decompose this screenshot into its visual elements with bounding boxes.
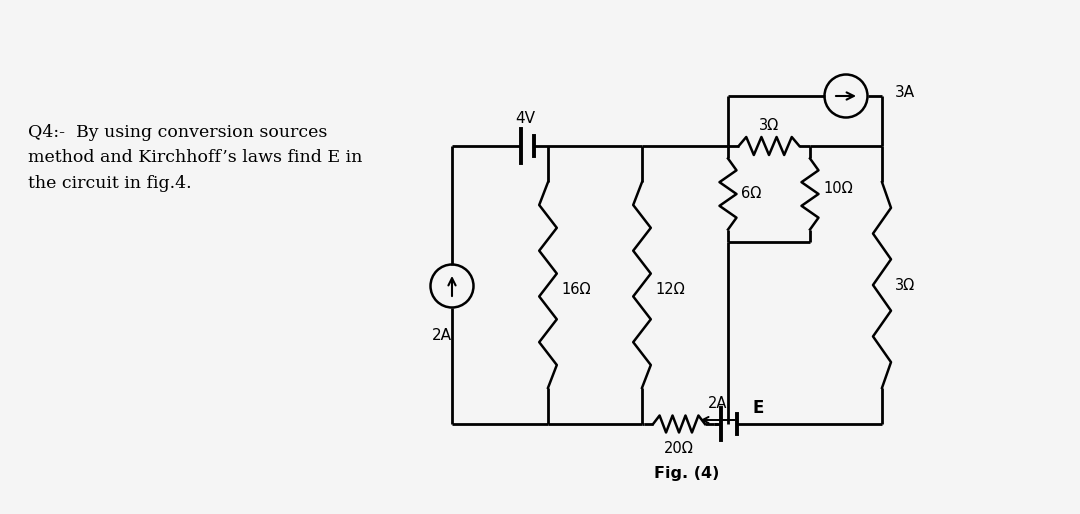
Text: 6Ω: 6Ω — [741, 187, 761, 201]
Text: 20Ω: 20Ω — [664, 441, 693, 456]
Text: 2A: 2A — [432, 328, 453, 343]
Text: 3Ω: 3Ω — [759, 118, 779, 133]
Text: 4V: 4V — [515, 111, 535, 126]
Text: 10Ω: 10Ω — [823, 181, 852, 196]
Text: 12Ω: 12Ω — [654, 283, 685, 298]
Text: Fig. (4): Fig. (4) — [654, 466, 719, 481]
Text: 2A: 2A — [707, 396, 727, 411]
Text: 16Ω: 16Ω — [561, 283, 591, 298]
Text: 3Ω: 3Ω — [895, 278, 915, 292]
Text: 3A: 3A — [895, 85, 915, 101]
Text: Q4:-  By using conversion sources
method and Kirchhoff’s laws find E in
the circ: Q4:- By using conversion sources method … — [28, 124, 363, 192]
Text: E: E — [752, 399, 764, 417]
